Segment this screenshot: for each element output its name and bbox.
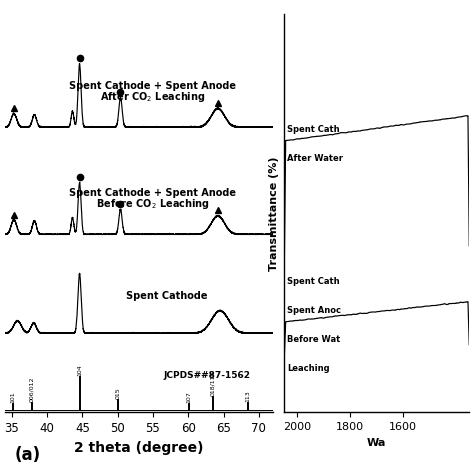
X-axis label: 2 theta (degree): 2 theta (degree) [74,441,204,455]
Text: Before Wat: Before Wat [287,335,340,344]
Text: After CO$_2$ Leaching: After CO$_2$ Leaching [100,90,206,104]
Text: After Water: After Water [287,154,343,163]
Text: 015: 015 [115,388,120,399]
Text: Spent Cath: Spent Cath [287,277,339,286]
Text: 101: 101 [10,391,15,403]
Text: 104: 104 [77,364,82,376]
Text: 107: 107 [186,391,191,403]
Text: 006/012: 006/012 [29,376,34,402]
Text: Spent Cathode: Spent Cathode [127,292,208,301]
Text: (a): (a) [14,446,40,464]
Text: Spent Cath: Spent Cath [287,125,339,134]
Text: 113: 113 [246,390,251,402]
Text: Before CO$_2$ Leaching: Before CO$_2$ Leaching [96,197,210,211]
Text: Spent Cathode + Spent Anode: Spent Cathode + Spent Anode [70,81,237,91]
Text: JCPDS##87-1562: JCPDS##87-1562 [164,371,251,380]
Text: Spent Anoc: Spent Anoc [287,306,341,315]
Text: Spent Cathode + Spent Anode: Spent Cathode + Spent Anode [70,188,237,198]
X-axis label: Wa: Wa [367,438,386,447]
Y-axis label: Transmittance (%): Transmittance (%) [269,156,279,271]
Text: 018/110: 018/110 [210,371,216,396]
Text: Leaching: Leaching [287,364,329,373]
